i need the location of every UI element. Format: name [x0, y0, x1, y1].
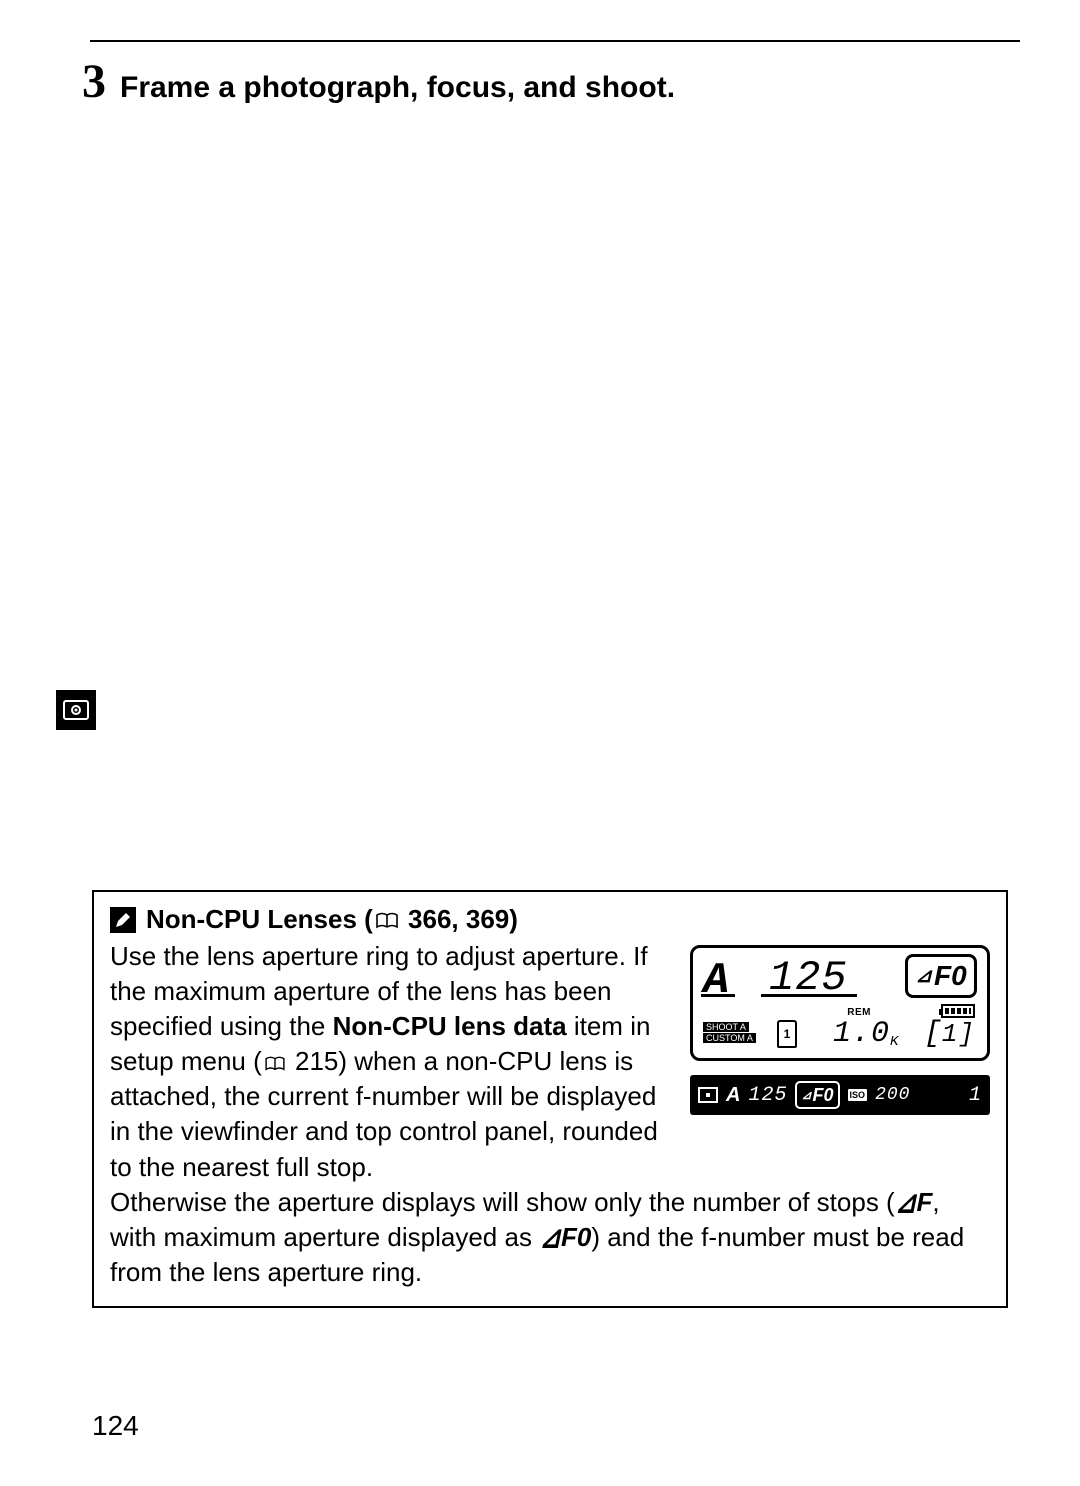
- page-number: 124: [92, 1410, 139, 1442]
- step-heading: 3 Frame a photograph, focus, and shoot.: [82, 54, 675, 109]
- lcd-bank-labels: SHOOT A CUSTOM A: [703, 1022, 756, 1044]
- lcd-buffer: 1]: [942, 1017, 975, 1052]
- delta-f-glyph: ⊿F: [895, 1187, 933, 1217]
- vf-shutter: 125: [748, 1082, 787, 1109]
- note-paragraph-left: Use the lens aperture ring to adjust ape…: [110, 939, 672, 1185]
- top-rule: [90, 40, 1020, 42]
- step-number: 3: [82, 54, 106, 109]
- lcd-remaining: 1.0K: [833, 1014, 899, 1055]
- lcd-mode: A: [703, 952, 730, 1011]
- viewfinder-strip: A 125 ⊿F0 ISO 200 1: [690, 1075, 990, 1115]
- note-text-bold: Non-CPU lens data: [333, 1011, 567, 1041]
- vf-iso-label: ISO: [848, 1089, 868, 1101]
- note-paragraph-full: Otherwise the aperture displays will sho…: [110, 1185, 990, 1290]
- note-heading: Non-CPU Lenses ( 366, 369): [110, 904, 990, 935]
- lcd-shoot-label: SHOOT A: [703, 1022, 749, 1032]
- lcd-mode-underline: [701, 994, 735, 997]
- note-text-pageref: 215: [295, 1046, 338, 1076]
- af-point-icon: [698, 1087, 718, 1103]
- note-body: Use the lens aperture ring to adjust ape…: [110, 939, 990, 1290]
- pencil-icon: [110, 907, 136, 933]
- battery-icon: [941, 1004, 975, 1018]
- vf-iso-value: 200: [875, 1083, 910, 1107]
- section-tab-icon: [56, 690, 96, 730]
- lcd-bracket-open: [: [924, 1014, 943, 1055]
- note-title-prefix: Non-CPU Lenses (: [146, 904, 373, 934]
- note-title-pages: 366, 369: [408, 904, 509, 934]
- book-icon: [375, 912, 399, 930]
- delta-f0-glyph: ⊿F0: [539, 1222, 591, 1252]
- lcd-aperture-box: ⊿F0: [905, 954, 977, 998]
- note-box: Non-CPU Lenses ( 366, 369) Use the lens …: [92, 890, 1008, 1308]
- top-control-panel: A 125 ⊿F0 REM SHOOT A CUSTOM A 1: [690, 945, 990, 1061]
- lcd-shutter: 125: [769, 950, 848, 1007]
- vf-mode: A: [726, 1082, 740, 1109]
- vf-buffer: 1: [969, 1082, 982, 1109]
- note-title: Non-CPU Lenses ( 366, 369): [146, 904, 518, 935]
- card-slot-icon: 1: [777, 1020, 797, 1048]
- lcd-aperture: F0: [934, 957, 967, 995]
- lcd-illustrations: A 125 ⊿F0 REM SHOOT A CUSTOM A 1: [690, 945, 990, 1185]
- note-full-1: Otherwise the aperture displays will sho…: [110, 1187, 895, 1217]
- lcd-shutter-underline: [761, 994, 857, 997]
- book-icon: [264, 1056, 286, 1072]
- note-title-suffix: ): [509, 904, 518, 934]
- vf-aperture-box: ⊿F0: [795, 1081, 839, 1109]
- step-title: Frame a photograph, focus, and shoot.: [120, 71, 675, 105]
- lcd-custom-label: CUSTOM A: [703, 1033, 756, 1043]
